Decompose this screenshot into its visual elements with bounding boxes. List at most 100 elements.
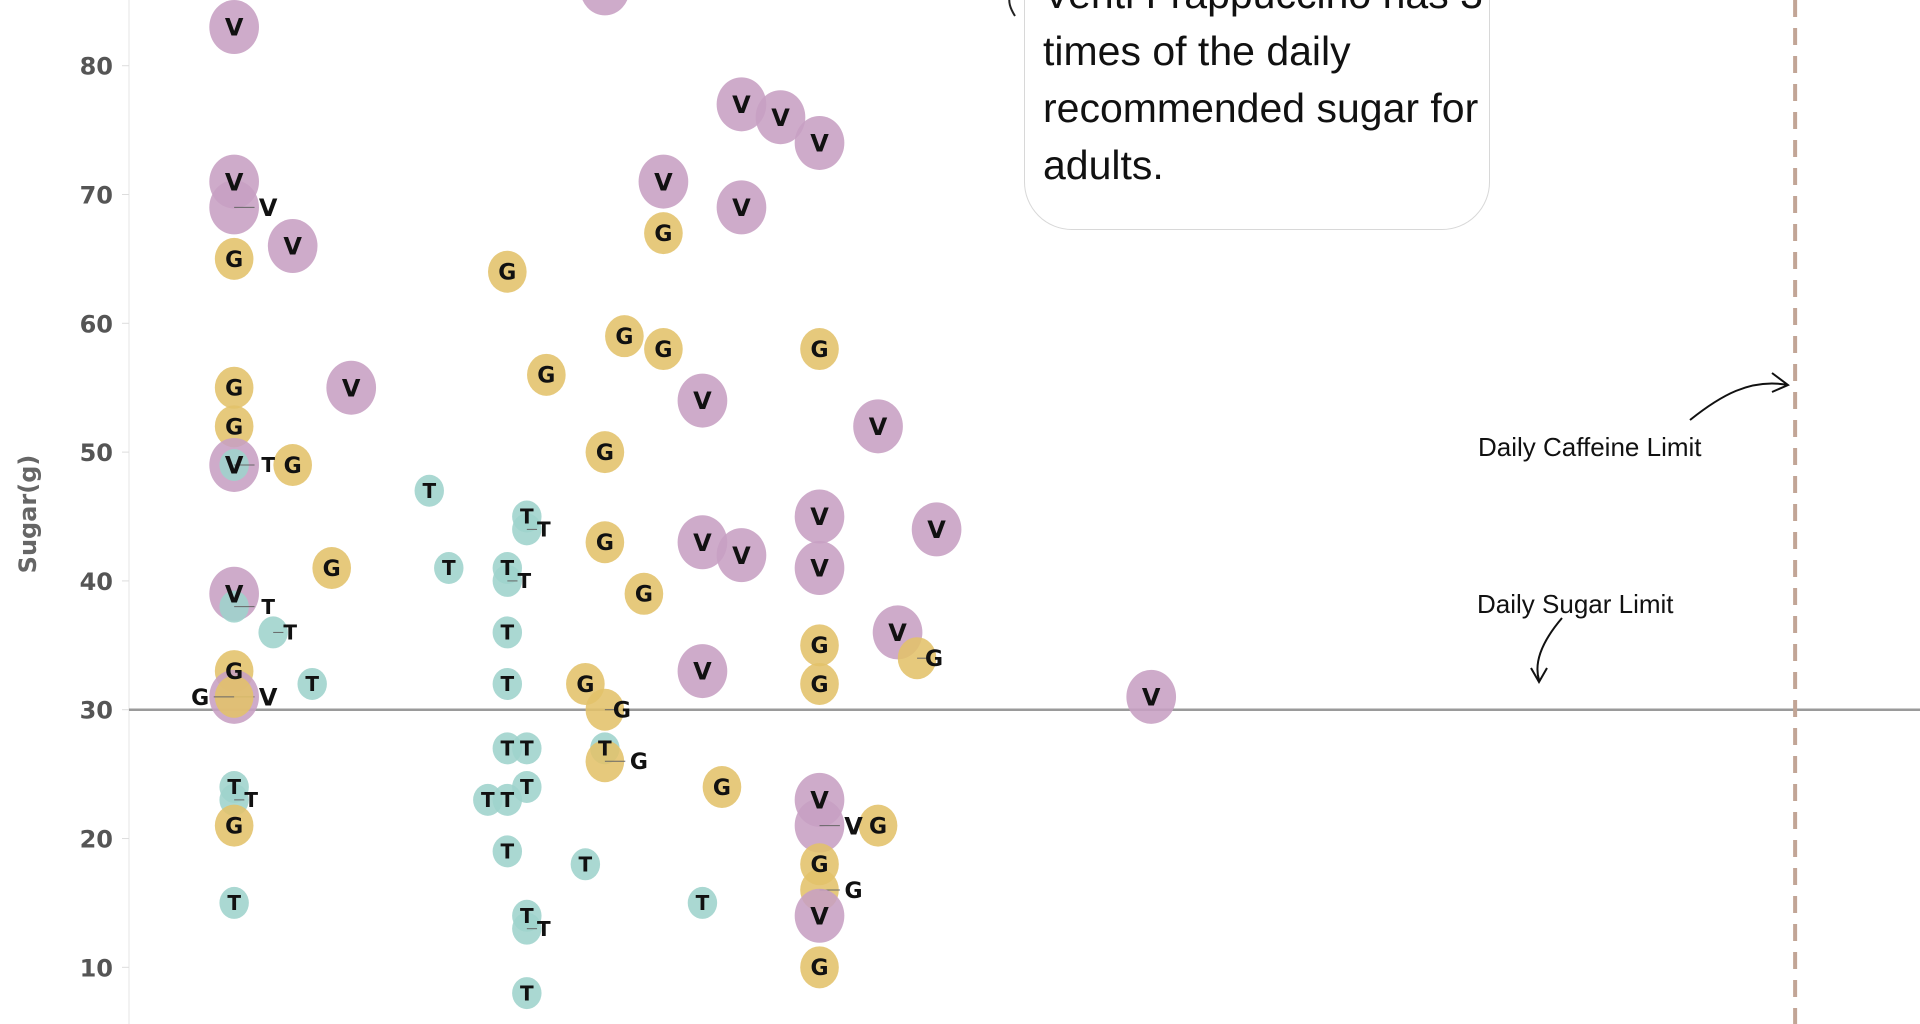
point-label: T <box>520 737 534 761</box>
point-label: G <box>225 660 243 685</box>
data-point-V <box>209 0 259 55</box>
point-label: V <box>771 104 790 132</box>
point-label: G <box>225 377 243 402</box>
point-label: T <box>579 852 593 876</box>
data-point-T <box>219 886 249 919</box>
point-label: V <box>732 542 751 570</box>
point-label: G <box>630 750 648 775</box>
point-label: V <box>225 14 244 42</box>
y-axis-label: Sugar(g) <box>14 455 42 574</box>
point-label: G <box>284 454 302 479</box>
data-point-G <box>585 521 625 564</box>
point-label: V <box>732 194 751 222</box>
y-tick-label: 40 <box>80 568 113 596</box>
point-label: G <box>925 647 943 672</box>
point-label: G <box>654 222 672 247</box>
point-label: G <box>654 338 672 363</box>
y-tick-label: 50 <box>80 439 113 467</box>
data-point-G <box>312 547 352 590</box>
point-label: V <box>810 902 829 930</box>
point-label: T <box>517 569 531 593</box>
data-point-V <box>677 373 728 428</box>
daily-sugar-limit-label: Daily Sugar Limit <box>1477 589 1674 619</box>
point-label: T <box>244 788 258 812</box>
annotation-text: Venti Frappuccino has 3 times of the dai… <box>1043 0 1483 188</box>
point-label: G <box>596 531 614 556</box>
daily-caffeine-limit-label: Daily Caffeine Limit <box>1478 432 1702 462</box>
point-label: V <box>259 194 278 222</box>
data-point-G <box>605 315 644 358</box>
data-point-G <box>800 946 839 989</box>
point-label: G <box>191 686 209 711</box>
data-point-V <box>794 489 845 544</box>
data-point-G <box>585 431 625 474</box>
data-point-T <box>297 667 327 700</box>
point-label: G <box>498 261 516 286</box>
data-point-T <box>492 667 523 700</box>
point-label: T <box>696 891 710 915</box>
data-point-G <box>273 443 313 486</box>
data-point-T <box>492 783 523 816</box>
point-label: T <box>500 737 514 761</box>
data-point-V <box>582 0 628 16</box>
data-point-V <box>677 644 728 699</box>
data-point-T <box>434 552 464 585</box>
data-point-T <box>512 732 542 765</box>
data-point-T <box>570 848 601 881</box>
point-label: T <box>537 518 551 542</box>
point-label: T <box>500 840 514 864</box>
point-label: V <box>693 387 712 415</box>
point-label: T <box>520 775 534 799</box>
point-label: T <box>520 981 534 1005</box>
point-label: G <box>810 673 828 698</box>
data-point-V <box>716 77 767 132</box>
point-label: G <box>537 364 555 389</box>
point-label: V <box>259 683 278 711</box>
y-tick-label: 70 <box>80 181 113 209</box>
y-tick-label: 30 <box>80 697 113 725</box>
point-label: T <box>227 775 241 799</box>
data-point-T <box>492 616 523 649</box>
point-label: V <box>810 503 829 531</box>
y-tick-label: 80 <box>80 53 113 81</box>
data-point-G <box>702 765 742 808</box>
point-label: T <box>261 453 275 477</box>
data-point-V <box>755 90 806 145</box>
point-label: V <box>927 516 946 544</box>
data-point-V <box>267 219 318 274</box>
point-label: T <box>520 505 534 529</box>
annotation-box <box>1024 0 1490 230</box>
data-point-V <box>638 154 689 209</box>
data-point-G <box>214 366 254 409</box>
point-label: T <box>227 891 241 915</box>
point-label: V <box>888 619 907 647</box>
data-point-T <box>414 474 444 507</box>
data-point-T <box>687 886 718 919</box>
point-label: T <box>305 672 319 696</box>
y-axis-ticks: 10 20 30 40 50 60 70 80 <box>80 53 129 982</box>
point-label: V <box>732 91 751 119</box>
y-tick-label: 10 <box>80 954 113 982</box>
data-point-G <box>624 572 664 615</box>
data-point-G <box>644 328 683 371</box>
point-label: V <box>869 413 888 441</box>
data-point-V <box>716 180 767 235</box>
point-label: G <box>869 815 887 840</box>
point-label: V <box>693 529 712 557</box>
annotation-arrow <box>1008 0 1016 17</box>
data-point-V <box>794 541 845 596</box>
point-label: T <box>283 621 297 645</box>
y-tick-label: 20 <box>80 826 113 854</box>
data-point-V <box>794 888 845 943</box>
data-point-G <box>214 237 254 280</box>
data-point-G <box>800 328 839 371</box>
data-point-G <box>800 662 839 705</box>
data-point-V <box>716 528 767 583</box>
point-label: V <box>283 233 302 261</box>
point-label: T <box>598 737 612 761</box>
point-label: V <box>342 374 361 402</box>
data-point-V <box>911 502 962 557</box>
point-label: V <box>225 168 244 196</box>
sugar-limit-arrow <box>1530 617 1563 685</box>
